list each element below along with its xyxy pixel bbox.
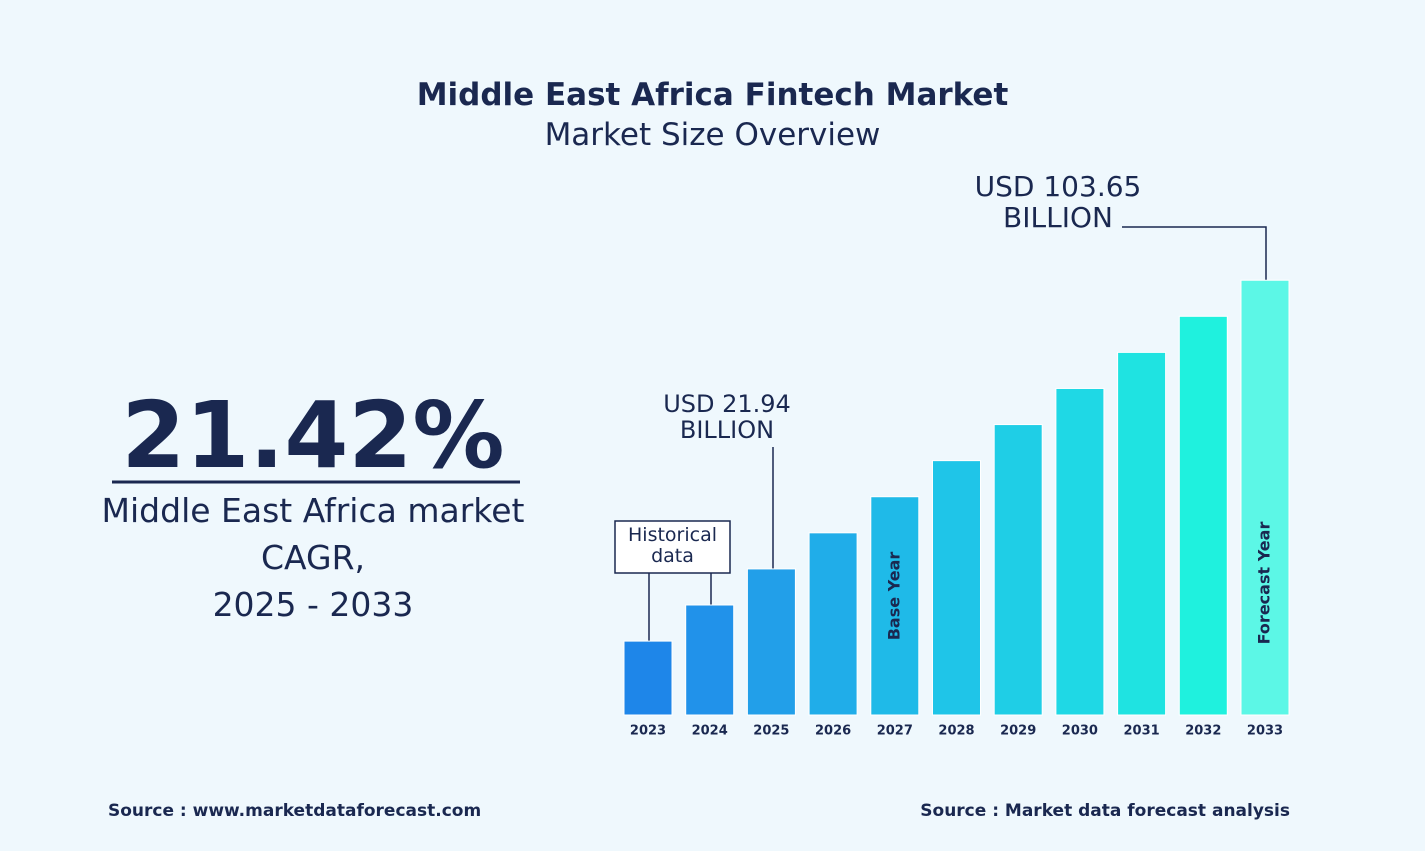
forecast-year-label: Forecast Year (1255, 522, 1274, 645)
leader-line (1122, 226, 1267, 284)
cagr-label-line: CAGR, (260, 538, 366, 577)
subtitle: Market Size Overview (544, 117, 881, 153)
bar (870, 496, 920, 716)
bar (1055, 387, 1105, 716)
historical-label: Historical data (628, 524, 717, 567)
base-year-label: Base Year (884, 552, 903, 641)
cagr-value: 21.42% (121, 382, 505, 489)
x-tick-label: 2030 (1062, 724, 1098, 739)
x-tick-label: 2028 (938, 724, 974, 739)
cagr-label: Middle East Africa market CAGR, 2025 - 2… (60, 487, 566, 628)
cagr-label-line: Middle East Africa market (101, 491, 525, 530)
x-tick-label: 2023 (630, 724, 666, 739)
bar (1240, 279, 1290, 716)
bar (1178, 315, 1228, 716)
bar (623, 640, 673, 716)
source-left: Source : www.marketdataforecast.com (108, 801, 482, 821)
label-box (614, 520, 731, 574)
x-tick-label: 2027 (877, 724, 913, 739)
title: Middle East Africa Fintech Market (416, 77, 1009, 113)
bar (932, 460, 981, 716)
value-label: USD 21.94 BILLION (663, 390, 791, 445)
cagr-label-line: 2025 - 2033 (212, 585, 414, 624)
x-tick-label: 2033 (1247, 724, 1283, 739)
x-tick-label: 2031 (1124, 724, 1160, 739)
value-label: USD 103.65 BILLION (974, 170, 1142, 234)
x-tick-label: 2029 (1000, 724, 1036, 739)
x-tick-label: 2025 (753, 724, 789, 739)
bar (993, 424, 1043, 716)
x-tick-label: 2024 (692, 724, 728, 739)
x-tick-label: 2032 (1185, 724, 1221, 739)
bar (808, 532, 858, 716)
source-right: Source : Market data forecast analysis (920, 801, 1290, 821)
bar (685, 604, 735, 716)
bar (1117, 351, 1167, 716)
bar (746, 568, 796, 716)
x-tick-label: 2026 (815, 724, 851, 739)
